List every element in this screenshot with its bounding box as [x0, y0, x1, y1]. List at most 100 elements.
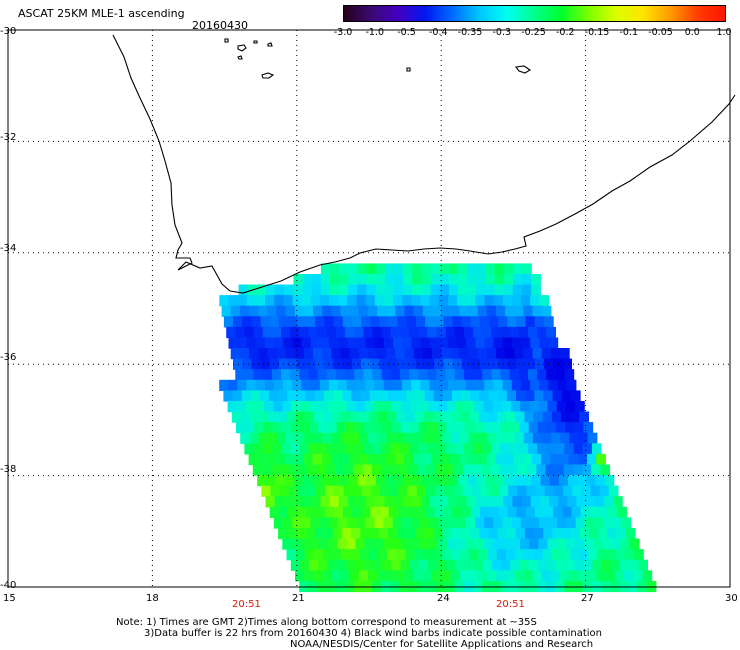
swath-cell	[506, 549, 516, 561]
swath-cell	[406, 528, 416, 540]
swath-cell	[283, 379, 293, 391]
swath-cell	[383, 517, 394, 529]
swath-cell	[345, 369, 355, 381]
swath-cell	[219, 379, 229, 391]
swath-cell	[353, 464, 364, 476]
swath-cell	[343, 485, 354, 497]
swath-cell	[521, 337, 531, 349]
swath-cell	[492, 422, 502, 434]
swath-cell	[458, 475, 468, 487]
swath-cell	[413, 348, 424, 360]
swath-cell	[303, 348, 314, 360]
swath-cell	[466, 517, 476, 529]
swath-cell	[551, 549, 562, 561]
swath-cell	[317, 326, 328, 339]
swath-cell	[541, 348, 552, 360]
swath-cell	[577, 453, 588, 466]
swath-cell	[341, 411, 352, 423]
swath-cell	[221, 305, 232, 317]
swath-cell	[321, 475, 331, 487]
swath-cell	[374, 379, 385, 391]
swath-cell	[425, 506, 435, 518]
swath-cell	[604, 475, 615, 487]
swath-cell	[237, 379, 248, 391]
swath-cell	[546, 422, 557, 434]
swath-cell	[288, 485, 299, 497]
swath-cell	[541, 570, 552, 582]
swath-cell	[386, 305, 396, 317]
swath-cell	[446, 422, 456, 434]
swath-cell	[314, 390, 325, 402]
swath-cell	[302, 284, 313, 296]
swath-cell	[292, 496, 303, 508]
swath-cell	[578, 432, 589, 444]
swath-cell	[424, 528, 435, 540]
swath-cell	[342, 390, 352, 402]
swath-cell	[463, 443, 474, 455]
swath-cell	[505, 432, 516, 444]
swath-cell	[518, 369, 529, 381]
swath-cell	[492, 401, 503, 413]
swath-cell	[332, 549, 342, 561]
map-frame	[7, 29, 731, 588]
swath-cell	[421, 263, 432, 275]
swath-cell	[583, 422, 594, 434]
swath-cell	[540, 475, 551, 487]
swath-cell	[431, 348, 442, 360]
swath-cell	[546, 369, 556, 381]
swath-cell	[497, 390, 508, 402]
swath-cell	[603, 496, 614, 508]
swath-cell	[373, 422, 383, 434]
swath-cell	[485, 284, 496, 296]
swath-cell	[509, 443, 520, 455]
swath-cell	[402, 496, 413, 508]
swath-cell	[458, 274, 468, 286]
swath-cell	[545, 464, 556, 476]
swath-cell	[348, 274, 358, 286]
swath-cell	[615, 570, 625, 582]
swath-cell	[634, 549, 644, 561]
swath-cell	[394, 475, 404, 487]
swath-cell	[519, 422, 530, 434]
swath-cell	[518, 464, 528, 476]
swath-cell	[511, 538, 521, 550]
swath-cell	[372, 369, 383, 381]
swath-cell	[539, 337, 550, 349]
swath-cell	[370, 316, 380, 328]
swath-cell	[465, 401, 476, 413]
swath-cell	[294, 453, 305, 466]
swath-cell	[285, 453, 295, 466]
swath-cell	[300, 422, 310, 434]
swath-cell	[423, 570, 433, 582]
swath-cell	[620, 559, 630, 571]
swath-cell	[473, 369, 483, 381]
swath-cell	[536, 464, 547, 476]
coastline	[112, 34, 736, 294]
swath-cell	[530, 295, 540, 307]
swath-cell	[481, 464, 492, 476]
swath-cell	[528, 326, 538, 339]
swath-cell	[342, 506, 353, 518]
swath-cell	[522, 284, 532, 296]
swath-cell	[487, 570, 497, 582]
swath-cell	[239, 305, 250, 317]
swath-cell	[393, 295, 403, 307]
swath-cell	[283, 517, 293, 529]
swath-cell	[413, 453, 423, 466]
swath-cell	[355, 538, 366, 550]
swath-cell	[505, 305, 515, 317]
swath-cell	[284, 475, 295, 487]
swath-cell	[269, 316, 280, 328]
swath-cell	[333, 528, 343, 540]
swath-cell	[329, 496, 340, 508]
swath-cell	[459, 432, 470, 444]
swath-cell	[383, 337, 394, 349]
swath-cell	[339, 284, 349, 296]
swath-cell	[434, 358, 444, 370]
swath-cell	[539, 295, 550, 307]
swath-cell	[409, 559, 420, 571]
swath-cell	[511, 401, 521, 413]
swath-cell	[468, 305, 479, 317]
swath-cell	[439, 263, 450, 275]
swath-cell	[525, 528, 535, 540]
